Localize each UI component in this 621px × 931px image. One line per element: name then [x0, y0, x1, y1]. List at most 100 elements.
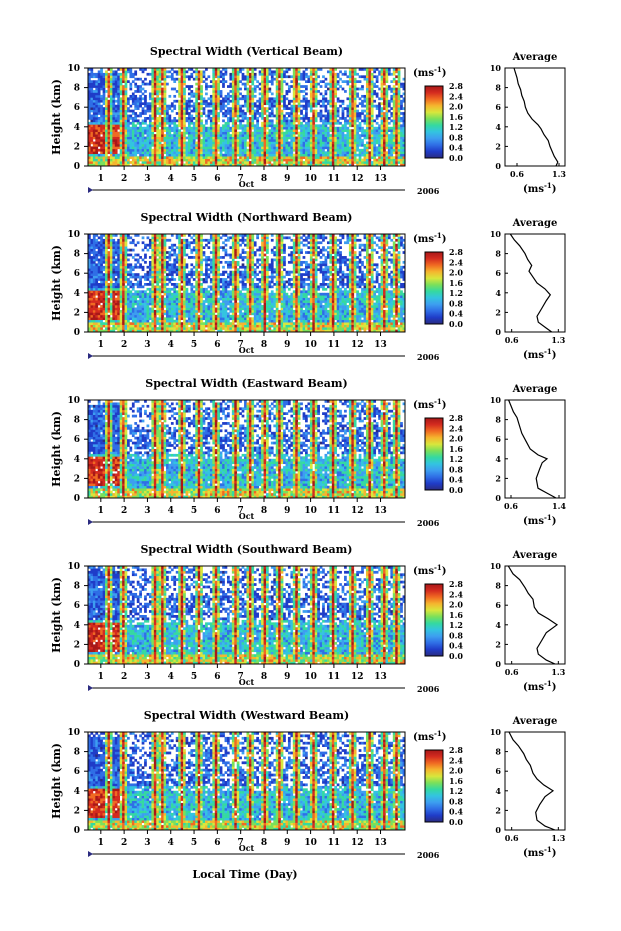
- y-axis-label: Height (km): [50, 245, 63, 321]
- month-label: Oct: [239, 511, 255, 521]
- x-tick-label: 5: [191, 838, 197, 848]
- colorbar-tick-label: 1.2: [449, 122, 463, 132]
- month-label: Oct: [239, 677, 255, 687]
- avg-y-tick-label: 0: [495, 493, 501, 503]
- x-tick-label: 4: [168, 672, 174, 682]
- avg-x-axis-label: (ms-1): [523, 513, 556, 527]
- avg-y-tick-label: 2: [495, 805, 501, 815]
- avg-y-tick-label: 4: [495, 454, 501, 464]
- colorbar-tick-label: 2.8: [449, 247, 463, 257]
- x-tick-label: 10: [304, 838, 317, 848]
- y-tick-label: 2: [74, 806, 80, 816]
- avg-y-tick-label: 10: [490, 63, 502, 73]
- avg-y-tick-label: 4: [495, 620, 501, 630]
- avg-y-tick-label: 0: [495, 161, 501, 171]
- avg-profile-line: [513, 67, 559, 167]
- colorbar-tick-label: 1.2: [449, 786, 463, 796]
- avg-y-tick-label: 2: [495, 141, 501, 151]
- avg-frame: [504, 67, 566, 167]
- x-tick-label: 7: [238, 174, 244, 184]
- y-tick-label: 4: [74, 787, 80, 797]
- panel-title: Spectral Width (Northward Beam): [141, 211, 353, 224]
- x-tick-label: 10: [304, 340, 317, 350]
- colorbar-tick-label: 2.0: [449, 766, 463, 776]
- y-tick-label: 8: [74, 84, 80, 94]
- avg-x-tick-label: 1.3: [551, 667, 565, 677]
- panel-2: Spectral Width (Northward Beam)0246810He…: [50, 211, 566, 362]
- avg-x-axis-label: (ms-1): [523, 347, 556, 361]
- colorbar-tick-label: 1.6: [449, 112, 463, 122]
- y-tick-label: 2: [74, 142, 80, 152]
- avg-y-tick-label: 6: [495, 600, 501, 610]
- avg-y-tick-label: 10: [490, 727, 502, 737]
- avg-title: Average: [512, 218, 558, 229]
- colorbar-tick-label: 1.2: [449, 454, 463, 464]
- avg-frame: [504, 399, 566, 499]
- avg-x-tick-label: 0.6: [505, 667, 519, 677]
- x-tick-label: 12: [351, 174, 364, 184]
- avg-profile-line: [509, 233, 553, 333]
- year-label: 2006: [417, 518, 440, 528]
- x-tick-label: 13: [374, 672, 387, 682]
- panel-title: Spectral Width (Vertical Beam): [150, 45, 343, 58]
- colorbar-tick-label: 2.0: [449, 268, 463, 278]
- avg-profile-line: [508, 731, 556, 831]
- x-tick-label: 9: [284, 340, 290, 350]
- x-tick-label: 11: [328, 506, 341, 516]
- x-tick-label: 11: [328, 672, 341, 682]
- y-tick-label: 10: [67, 64, 80, 74]
- x-tick-label: 5: [191, 174, 197, 184]
- x-tick-label: 3: [144, 672, 150, 682]
- x-tick-label: 12: [351, 672, 364, 682]
- avg-title: Average: [512, 716, 558, 727]
- x-tick-label: 1: [98, 838, 104, 848]
- panel-title: Spectral Width (Westward Beam): [144, 709, 349, 722]
- y-tick-label: 2: [74, 640, 80, 650]
- avg-y-tick-label: 4: [495, 786, 501, 796]
- avg-title: Average: [512, 52, 558, 63]
- x-tick-label: 10: [304, 506, 317, 516]
- avg-y-tick-label: 8: [495, 747, 501, 757]
- x-tick-label: 12: [351, 506, 364, 516]
- plot-frame: [87, 731, 406, 831]
- colorbar-unit: (ms-1): [413, 397, 446, 411]
- x-tick-label: 8: [261, 838, 267, 848]
- avg-x-axis-label: (ms-1): [523, 181, 556, 195]
- heatmap: [88, 400, 406, 499]
- colorbar: [424, 417, 444, 491]
- plot-frame: [87, 67, 406, 167]
- x-tick-label: 7: [238, 506, 244, 516]
- x-tick-label: 4: [168, 174, 174, 184]
- avg-x-axis-label: (ms-1): [523, 679, 556, 693]
- x-tick-label: 9: [284, 506, 290, 516]
- colorbar-tick-label: 2.8: [449, 81, 463, 91]
- x-tick-label: 12: [351, 340, 364, 350]
- month-label: Oct: [239, 843, 255, 853]
- colorbar-tick-label: 1.6: [449, 278, 463, 288]
- avg-x-tick-label: 0.6: [505, 335, 519, 345]
- x-tick-label: 8: [261, 506, 267, 516]
- avg-frame: [504, 233, 566, 333]
- colorbar-tick-label: 0.4: [449, 641, 463, 651]
- x-tick-label: 11: [328, 174, 341, 184]
- colorbar-tick-label: 1.6: [449, 610, 463, 620]
- y-tick-label: 10: [67, 396, 80, 406]
- avg-profile-line: [508, 399, 557, 499]
- avg-x-tick-label: 0.6: [510, 169, 524, 179]
- colorbar-tick-label: 1.2: [449, 288, 463, 298]
- date-arrow-icon: [88, 187, 93, 193]
- colorbar-tick-label: 2.8: [449, 745, 463, 755]
- heatmap: [88, 234, 406, 333]
- avg-x-tick-label: 1.3: [551, 833, 565, 843]
- y-tick-label: 10: [67, 230, 80, 240]
- avg-x-tick-label: 0.6: [504, 501, 518, 511]
- x-tick-label: 5: [191, 672, 197, 682]
- date-arrow-icon: [88, 851, 93, 857]
- heatmap: [88, 732, 406, 831]
- colorbar: [424, 85, 444, 159]
- x-tick-label: 11: [328, 838, 341, 848]
- x-tick-label: 4: [168, 506, 174, 516]
- year-label: 2006: [417, 186, 440, 196]
- avg-y-tick-label: 6: [495, 434, 501, 444]
